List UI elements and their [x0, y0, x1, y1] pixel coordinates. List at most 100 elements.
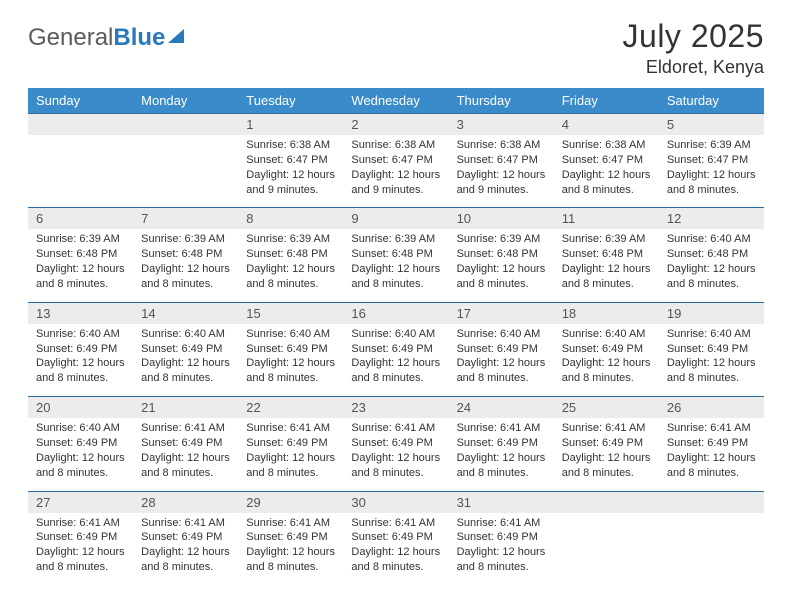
daylight-line: Daylight: 12 hours and 9 minutes.: [351, 168, 440, 198]
day-number-cell: 25: [554, 397, 659, 419]
sunrise-line: Sunrise: 6:38 AM: [457, 138, 546, 153]
sunrise-line: Sunrise: 6:38 AM: [351, 138, 440, 153]
day-number-cell: 14: [133, 302, 238, 324]
sunset-line: Sunset: 6:49 PM: [667, 436, 756, 451]
day-data-cell: Sunrise: 6:40 AMSunset: 6:49 PMDaylight:…: [449, 324, 554, 397]
sunset-line: Sunset: 6:47 PM: [562, 153, 651, 168]
day-number-cell: 24: [449, 397, 554, 419]
sunset-line: Sunset: 6:47 PM: [351, 153, 440, 168]
daylight-line: Daylight: 12 hours and 8 minutes.: [457, 356, 546, 386]
data-row: Sunrise: 6:40 AMSunset: 6:49 PMDaylight:…: [28, 418, 764, 491]
day-data-cell: Sunrise: 6:40 AMSunset: 6:49 PMDaylight:…: [659, 324, 764, 397]
sunset-line: Sunset: 6:49 PM: [141, 342, 230, 357]
day-number-cell: 28: [133, 491, 238, 513]
sunset-line: Sunset: 6:49 PM: [141, 436, 230, 451]
day-data-cell: Sunrise: 6:38 AMSunset: 6:47 PMDaylight:…: [343, 135, 448, 208]
weekday-header: Monday: [133, 88, 238, 114]
sunset-line: Sunset: 6:49 PM: [667, 342, 756, 357]
sunrise-line: Sunrise: 6:41 AM: [667, 421, 756, 436]
page-title: July 2025: [623, 18, 764, 55]
sunrise-line: Sunrise: 6:38 AM: [562, 138, 651, 153]
logo-word-2: Blue: [113, 24, 165, 51]
day-number-cell: 2: [343, 114, 448, 136]
daylight-line: Daylight: 12 hours and 8 minutes.: [246, 262, 335, 292]
page-subtitle: Eldoret, Kenya: [623, 57, 764, 78]
day-number: 7: [133, 208, 238, 229]
sunset-line: Sunset: 6:48 PM: [141, 247, 230, 262]
day-data-cell: Sunrise: 6:38 AMSunset: 6:47 PMDaylight:…: [238, 135, 343, 208]
sunrise-line: Sunrise: 6:40 AM: [246, 327, 335, 342]
day-number: 22: [238, 397, 343, 418]
day-number: 10: [449, 208, 554, 229]
day-data-cell: Sunrise: 6:41 AMSunset: 6:49 PMDaylight:…: [28, 513, 133, 585]
day-number-cell: 22: [238, 397, 343, 419]
sunrise-line: Sunrise: 6:41 AM: [457, 516, 546, 531]
daylight-line: Daylight: 12 hours and 8 minutes.: [36, 451, 125, 481]
sunset-line: Sunset: 6:49 PM: [246, 530, 335, 545]
day-number: 14: [133, 303, 238, 324]
day-data-cell: Sunrise: 6:39 AMSunset: 6:48 PMDaylight:…: [133, 229, 238, 302]
day-data-cell: Sunrise: 6:38 AMSunset: 6:47 PMDaylight:…: [449, 135, 554, 208]
daylight-line: Daylight: 12 hours and 9 minutes.: [457, 168, 546, 198]
sunset-line: Sunset: 6:49 PM: [457, 342, 546, 357]
day-data-cell: Sunrise: 6:39 AMSunset: 6:48 PMDaylight:…: [238, 229, 343, 302]
daynum-row: 6789101112: [28, 208, 764, 230]
logo: GeneralBlue: [28, 18, 184, 52]
day-number-cell: 17: [449, 302, 554, 324]
day-number-cell: 21: [133, 397, 238, 419]
day-number: 20: [28, 397, 133, 418]
daylight-line: Daylight: 12 hours and 8 minutes.: [141, 262, 230, 292]
day-data-cell: Sunrise: 6:41 AMSunset: 6:49 PMDaylight:…: [238, 513, 343, 585]
daynum-row: 12345: [28, 114, 764, 136]
sunset-line: Sunset: 6:48 PM: [36, 247, 125, 262]
sunset-line: Sunset: 6:48 PM: [246, 247, 335, 262]
sunrise-line: Sunrise: 6:39 AM: [351, 232, 440, 247]
sunrise-line: Sunrise: 6:40 AM: [141, 327, 230, 342]
sunrise-line: Sunrise: 6:38 AM: [246, 138, 335, 153]
day-data-cell: Sunrise: 6:39 AMSunset: 6:48 PMDaylight:…: [343, 229, 448, 302]
daylight-line: Daylight: 12 hours and 8 minutes.: [351, 262, 440, 292]
sunrise-line: Sunrise: 6:40 AM: [36, 327, 125, 342]
daynum-row: 20212223242526: [28, 397, 764, 419]
data-row: Sunrise: 6:38 AMSunset: 6:47 PMDaylight:…: [28, 135, 764, 208]
day-data-cell: Sunrise: 6:41 AMSunset: 6:49 PMDaylight:…: [449, 418, 554, 491]
sunset-line: Sunset: 6:49 PM: [141, 530, 230, 545]
day-number-cell: 3: [449, 114, 554, 136]
day-number-cell: 10: [449, 208, 554, 230]
daylight-line: Daylight: 12 hours and 8 minutes.: [667, 451, 756, 481]
day-data-cell: Sunrise: 6:40 AMSunset: 6:49 PMDaylight:…: [343, 324, 448, 397]
daylight-line: Daylight: 12 hours and 8 minutes.: [562, 168, 651, 198]
day-data-cell: [133, 135, 238, 208]
sunrise-line: Sunrise: 6:41 AM: [351, 516, 440, 531]
title-block: July 2025 Eldoret, Kenya: [623, 18, 764, 78]
day-data-cell: Sunrise: 6:40 AMSunset: 6:49 PMDaylight:…: [28, 324, 133, 397]
day-data-cell: [659, 513, 764, 585]
day-data-cell: Sunrise: 6:41 AMSunset: 6:49 PMDaylight:…: [343, 513, 448, 585]
header: GeneralBlue July 2025 Eldoret, Kenya: [28, 18, 764, 78]
sunset-line: Sunset: 6:48 PM: [667, 247, 756, 262]
daylight-line: Daylight: 12 hours and 8 minutes.: [246, 356, 335, 386]
sunrise-line: Sunrise: 6:41 AM: [141, 516, 230, 531]
sunrise-line: Sunrise: 6:41 AM: [246, 421, 335, 436]
day-number-cell: 12: [659, 208, 764, 230]
day-number-cell: 20: [28, 397, 133, 419]
daylight-line: Daylight: 12 hours and 8 minutes.: [457, 262, 546, 292]
daylight-line: Daylight: 12 hours and 8 minutes.: [562, 451, 651, 481]
day-number: 28: [133, 492, 238, 513]
daylight-line: Daylight: 12 hours and 8 minutes.: [457, 451, 546, 481]
sunset-line: Sunset: 6:49 PM: [36, 530, 125, 545]
day-number-cell: 31: [449, 491, 554, 513]
daylight-line: Daylight: 12 hours and 8 minutes.: [246, 451, 335, 481]
day-number: 6: [28, 208, 133, 229]
day-data-cell: Sunrise: 6:39 AMSunset: 6:47 PMDaylight:…: [659, 135, 764, 208]
sunrise-line: Sunrise: 6:39 AM: [667, 138, 756, 153]
day-number-cell: [659, 491, 764, 513]
day-number-cell: 30: [343, 491, 448, 513]
weekday-header: Friday: [554, 88, 659, 114]
sunrise-line: Sunrise: 6:40 AM: [36, 421, 125, 436]
sunset-line: Sunset: 6:49 PM: [562, 342, 651, 357]
sunrise-line: Sunrise: 6:41 AM: [141, 421, 230, 436]
sunset-line: Sunset: 6:47 PM: [246, 153, 335, 168]
daylight-line: Daylight: 12 hours and 8 minutes.: [351, 545, 440, 575]
sail-icon: [168, 29, 184, 43]
